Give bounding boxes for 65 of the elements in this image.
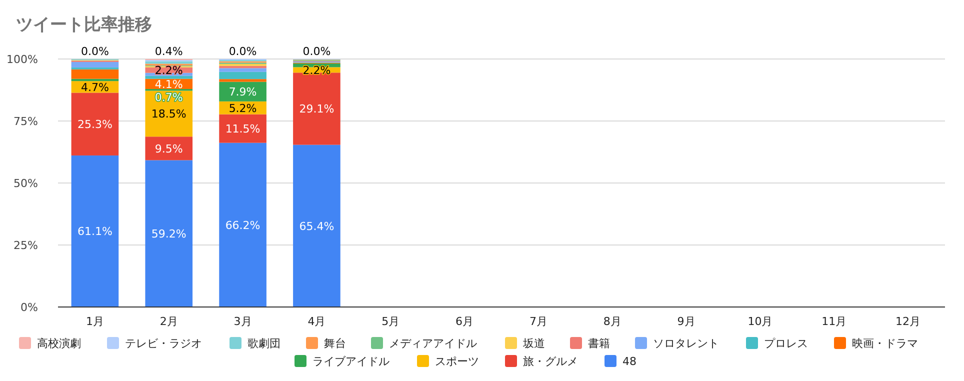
x-tick-label: 8月	[603, 315, 622, 328]
data-label: 2.2%	[302, 64, 331, 77]
legend-label: テレビ・ラジオ	[125, 337, 202, 350]
data-label: 18.5%	[151, 108, 186, 121]
data-label: 0.0%	[80, 45, 109, 58]
bar	[293, 72, 340, 145]
x-tick-label: 12月	[896, 315, 921, 328]
data-label: 25.3%	[77, 118, 112, 132]
y-tick-label: 0%	[20, 301, 38, 314]
chart-title: ツイート比率推移	[16, 15, 152, 35]
bar	[219, 142, 266, 307]
data-label: 65.4%	[299, 220, 334, 233]
x-tick-label: 6月	[456, 315, 474, 328]
bar	[219, 72, 266, 80]
y-tick-label: 25%	[14, 239, 38, 252]
y-tick-label: 100%	[6, 53, 38, 66]
data-label: 29.1%	[299, 102, 334, 116]
bar	[71, 92, 119, 156]
bar	[145, 160, 193, 307]
bar	[71, 62, 119, 68]
data-label: 0.4%	[154, 45, 183, 58]
data-label: 0.7%	[154, 90, 183, 104]
legend-label: メディアアイドル	[389, 337, 477, 350]
bar	[219, 79, 266, 82]
data-label: 4.1%	[154, 78, 183, 91]
data-label: 59.2%	[151, 228, 186, 241]
x-tick-label: 3月	[234, 315, 252, 328]
legend-label: 48	[622, 355, 636, 368]
bar	[145, 61, 193, 64]
legend-label: 坂道	[522, 337, 545, 350]
bar	[219, 68, 266, 72]
data-label: 5.2%	[228, 102, 257, 115]
bar	[71, 155, 119, 307]
legend-label: 高校演劇	[37, 337, 81, 350]
data-label: 9.5%	[154, 142, 183, 156]
bar	[293, 144, 340, 307]
data-label: 61.1%	[77, 225, 112, 238]
bar	[219, 66, 266, 68]
legend-label: ソロタレント	[653, 337, 719, 350]
legend-label: プロレス	[764, 337, 808, 350]
x-tick-label: 2月	[160, 315, 178, 328]
data-label: 11.5%	[225, 122, 260, 136]
x-tick-label: 7月	[529, 315, 548, 328]
bar	[145, 76, 193, 79]
bar	[71, 69, 119, 79]
y-tick-label: 50%	[14, 177, 38, 190]
x-tick-label: 11月	[822, 315, 847, 328]
legend-label: 歌劇団	[248, 337, 280, 350]
data-label: 66.2%	[225, 218, 260, 232]
legend-label: 旅・グルメ	[523, 355, 578, 368]
x-tick-label: 9月	[677, 315, 696, 328]
legend-label: スポーツ	[435, 355, 479, 368]
data-label: 0.0%	[302, 45, 331, 58]
legend-label: 映画・ドラマ	[852, 337, 918, 350]
x-tick-label: 10月	[748, 315, 773, 328]
legend-label: 書籍	[588, 337, 610, 350]
data-label: 4.7%	[80, 80, 109, 94]
x-tick-label: 5月	[382, 315, 400, 328]
x-tick-label: 4月	[308, 315, 326, 328]
legend-label: ライブアイドル	[312, 355, 390, 368]
x-tick-label: 1月	[86, 315, 104, 328]
data-label: 0.0%	[228, 45, 257, 58]
y-tick-label: 75%	[14, 115, 38, 128]
legend-label: 舞台	[324, 337, 346, 350]
data-label: 7.9%	[228, 86, 257, 99]
